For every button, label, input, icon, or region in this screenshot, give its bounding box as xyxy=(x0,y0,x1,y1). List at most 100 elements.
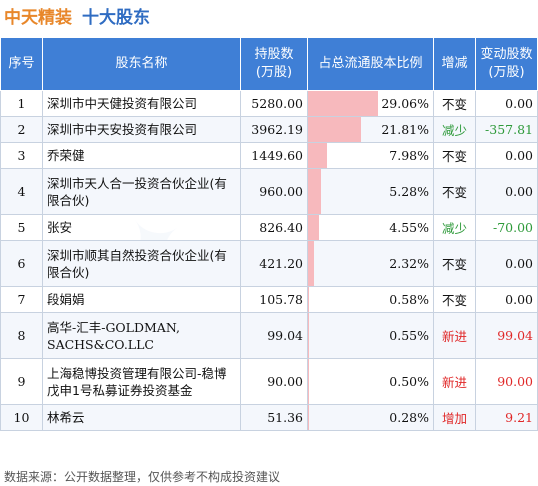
table-row: 4 深圳市天人合一投资合伙企业(有限合伙) 960.00 5.28% 不变 0.… xyxy=(0,168,538,215)
header-change: 增减 xyxy=(433,37,476,91)
row-delta: 90.00 xyxy=(475,358,538,405)
data-source-footer: 数据来源：公开数据整理，仅供参考不构成投资建议 xyxy=(4,470,281,484)
row-ratio-text: 21.81% xyxy=(381,122,429,137)
ratio-bar xyxy=(308,117,361,142)
row-change: 新进 xyxy=(433,358,476,405)
row-ratio: 0.50% xyxy=(307,358,434,405)
row-ratio-text: 2.32% xyxy=(389,256,429,271)
row-ratio-text: 0.58% xyxy=(389,292,429,307)
row-idx: 10 xyxy=(0,404,43,431)
row-shares: 105.78 xyxy=(240,286,308,313)
row-name: 段娟娟 xyxy=(42,286,241,313)
ratio-bar xyxy=(308,405,309,430)
row-delta: 0.00 xyxy=(475,168,538,215)
header-shares-line2: (万股) xyxy=(255,65,293,80)
row-idx: 5 xyxy=(0,214,43,241)
header-idx: 序号 xyxy=(0,37,43,91)
row-shares: 826.40 xyxy=(240,214,308,241)
row-delta: 0.00 xyxy=(475,90,538,117)
row-ratio: 0.55% xyxy=(307,312,434,359)
row-delta: 0.00 xyxy=(475,286,538,313)
row-delta: 0.00 xyxy=(475,142,538,169)
row-change: 不变 xyxy=(433,240,476,287)
table-row: 1 深圳市中天健投资有限公司 5280.00 29.06% 不变 0.00 xyxy=(0,90,538,117)
row-shares: 960.00 xyxy=(240,168,308,215)
row-ratio-text: 5.28% xyxy=(389,184,429,199)
row-idx: 1 xyxy=(0,90,43,117)
row-name: 深圳市中天健投资有限公司 xyxy=(42,90,241,117)
row-change: 不变 xyxy=(433,142,476,169)
row-ratio: 21.81% xyxy=(307,116,434,143)
table-row: 10 林希云 51.36 0.28% 增加 9.21 xyxy=(0,404,538,431)
row-idx: 9 xyxy=(0,358,43,405)
row-ratio-text: 0.28% xyxy=(389,410,429,425)
ratio-bar xyxy=(308,313,310,358)
row-idx: 3 xyxy=(0,142,43,169)
row-delta: -357.81 xyxy=(475,116,538,143)
row-shares: 99.04 xyxy=(240,312,308,359)
ratio-bar xyxy=(308,143,328,168)
title-subtitle: 十大股东 xyxy=(82,8,150,28)
row-ratio: 4.55% xyxy=(307,214,434,241)
ratio-bar xyxy=(308,169,321,214)
row-ratio: 7.98% xyxy=(307,142,434,169)
row-name: 深圳市天人合一投资合伙企业(有限合伙) xyxy=(42,168,241,215)
row-shares: 5280.00 xyxy=(240,90,308,117)
table-row: 2 深圳市中天安投资有限公司 3962.19 21.81% 减少 -357.81 xyxy=(0,116,538,143)
row-delta: 0.00 xyxy=(475,240,538,287)
ratio-bar xyxy=(308,91,378,116)
table-header-row: 序号 股东名称 持股数 (万股) 占总流通股本比例 增减 变动股数 (万股) xyxy=(0,37,538,91)
table-row: 7 段娟娟 105.78 0.58% 不变 0.00 xyxy=(0,286,538,313)
row-delta: 99.04 xyxy=(475,312,538,359)
row-name: 乔荣健 xyxy=(42,142,241,169)
row-idx: 7 xyxy=(0,286,43,313)
row-name: 深圳市中天安投资有限公司 xyxy=(42,116,241,143)
header-name: 股东名称 xyxy=(42,37,241,91)
row-ratio: 5.28% xyxy=(307,168,434,215)
row-ratio-text: 4.55% xyxy=(389,220,429,235)
table-body: 1 深圳市中天健投资有限公司 5280.00 29.06% 不变 0.00 2 … xyxy=(0,90,538,431)
row-ratio-text: 7.98% xyxy=(389,148,429,163)
header-delta: 变动股数 (万股) xyxy=(475,37,538,91)
row-ratio-text: 29.06% xyxy=(381,96,429,111)
ratio-bar xyxy=(308,359,310,404)
row-delta: 9.21 xyxy=(475,404,538,431)
page-title: 中天精装 十大股东 xyxy=(4,3,150,28)
header-shares-line1: 持股数 xyxy=(254,47,294,62)
row-name: 高华-汇丰-GOLDMAN, SACHS&CO.LLC xyxy=(42,312,241,359)
row-ratio: 0.58% xyxy=(307,286,434,313)
row-change: 减少 xyxy=(433,116,476,143)
row-change: 新进 xyxy=(433,312,476,359)
ratio-bar xyxy=(308,241,314,286)
row-name: 张安 xyxy=(42,214,241,241)
row-change: 不变 xyxy=(433,90,476,117)
row-change: 不变 xyxy=(433,286,476,313)
company-name: 中天精装 xyxy=(4,8,72,28)
ratio-bar xyxy=(308,215,319,240)
shareholders-table: 序号 股东名称 持股数 (万股) 占总流通股本比例 增减 变动股数 (万股) 1 深… xyxy=(0,37,538,431)
row-idx: 8 xyxy=(0,312,43,359)
row-ratio-text: 0.50% xyxy=(389,374,429,389)
row-change: 减少 xyxy=(433,214,476,241)
row-delta: -70.00 xyxy=(475,214,538,241)
header-delta-line1: 变动股数 xyxy=(480,47,533,62)
row-shares: 421.20 xyxy=(240,240,308,287)
row-ratio: 2.32% xyxy=(307,240,434,287)
header-shares: 持股数 (万股) xyxy=(240,37,308,91)
row-change: 增加 xyxy=(433,404,476,431)
row-shares: 3962.19 xyxy=(240,116,308,143)
row-name: 上海稳博投资管理有限公司-稳博戊申1号私募证券投资基金 xyxy=(42,358,241,405)
table-row: 9 上海稳博投资管理有限公司-稳博戊申1号私募证券投资基金 90.00 0.50… xyxy=(0,358,538,405)
header-delta-line2: (万股) xyxy=(488,65,525,80)
row-shares: 51.36 xyxy=(240,404,308,431)
table-row: 5 张安 826.40 4.55% 减少 -70.00 xyxy=(0,214,538,241)
header-ratio: 占总流通股本比例 xyxy=(307,37,434,91)
row-ratio-text: 0.55% xyxy=(389,328,429,343)
table-row: 6 深圳市顺其自然投资合伙企业(有限合伙) 421.20 2.32% 不变 0.… xyxy=(0,240,538,287)
row-change: 不变 xyxy=(433,168,476,215)
row-idx: 2 xyxy=(0,116,43,143)
table-row: 8 高华-汇丰-GOLDMAN, SACHS&CO.LLC 99.04 0.55… xyxy=(0,312,538,359)
row-idx: 6 xyxy=(0,240,43,287)
row-shares: 90.00 xyxy=(240,358,308,405)
row-ratio: 29.06% xyxy=(307,90,434,117)
